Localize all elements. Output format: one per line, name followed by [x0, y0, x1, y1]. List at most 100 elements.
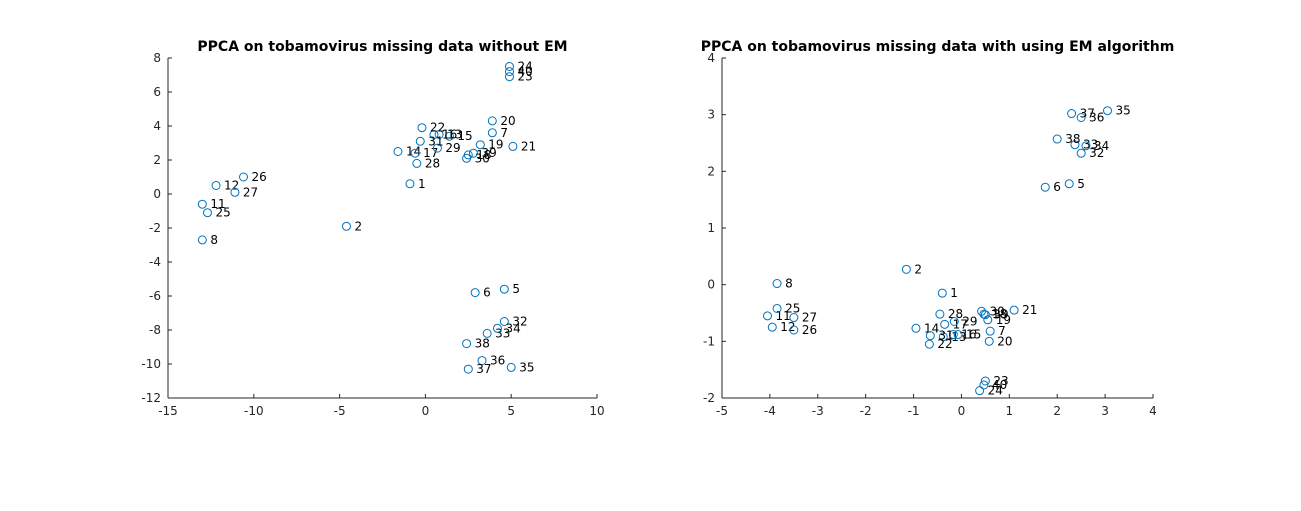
- data-point-21: [1009, 305, 1019, 315]
- point-label-28: 28: [425, 156, 440, 170]
- data-point-37: [1067, 109, 1077, 119]
- data-point-7: [985, 326, 995, 336]
- y-tick-label: 3: [707, 108, 715, 122]
- y-tick-label: 2: [707, 164, 715, 178]
- point-label-37: 37: [476, 362, 491, 376]
- point-label-36: 36: [1089, 111, 1104, 125]
- point-label-5: 5: [1077, 177, 1085, 191]
- point-label-38: 38: [475, 337, 490, 351]
- data-point-11: [762, 311, 772, 321]
- point-label-37: 37: [1080, 107, 1095, 121]
- data-point-34: [492, 323, 502, 333]
- point-label-33: 33: [1083, 138, 1098, 152]
- point-label-1: 1: [418, 177, 426, 191]
- x-tick-label: 5: [507, 404, 515, 418]
- data-point-13: [938, 332, 948, 342]
- point-label-23: 23: [993, 374, 1008, 388]
- data-point-28: [935, 309, 945, 319]
- point-label-5: 5: [512, 282, 520, 296]
- data-point-32: [1076, 148, 1086, 158]
- x-tick-label: -5: [334, 404, 346, 418]
- point-label-6: 6: [1053, 180, 1061, 194]
- data-point-32: [499, 317, 509, 326]
- data-point-7: [487, 128, 497, 138]
- point-label-20: 20: [997, 334, 1012, 348]
- data-point-2: [341, 221, 351, 231]
- data-point-8: [197, 235, 207, 245]
- point-label-32: 32: [1089, 146, 1104, 160]
- x-tick-label: 2: [1053, 404, 1061, 418]
- y-tick-label: 2: [153, 153, 161, 167]
- data-point-13: [434, 130, 444, 139]
- point-label-20: 20: [500, 114, 515, 128]
- data-point-24: [975, 386, 985, 396]
- point-label-39: 39: [993, 308, 1008, 322]
- point-label-38: 38: [1065, 132, 1080, 146]
- data-point-33: [1070, 140, 1080, 150]
- point-label-30: 30: [990, 304, 1005, 318]
- point-label-33: 33: [495, 326, 510, 340]
- data-point-26: [239, 172, 249, 182]
- data-point-34: [1081, 141, 1091, 151]
- point-label-29: 29: [962, 315, 977, 329]
- point-label-23: 23: [517, 70, 532, 84]
- y-tick-label: -12: [141, 391, 161, 405]
- data-point-14: [911, 323, 921, 333]
- data-point-29: [949, 317, 959, 326]
- point-label-2: 2: [354, 219, 362, 233]
- y-tick-label: -6: [149, 289, 161, 303]
- data-point-27: [230, 187, 240, 197]
- point-label-39: 39: [481, 146, 496, 160]
- point-label-22: 22: [937, 337, 952, 351]
- point-label-25: 25: [215, 206, 230, 220]
- y-tick-label: 4: [153, 119, 161, 133]
- x-tick-label: -1: [908, 404, 920, 418]
- x-tick-label: -10: [244, 404, 264, 418]
- y-tick-label: -2: [149, 221, 161, 235]
- x-tick-label: 0: [958, 404, 966, 418]
- y-tick-label: 1: [707, 221, 715, 235]
- data-point-39: [468, 148, 478, 158]
- x-tick-label: -5: [716, 404, 728, 418]
- point-label-11: 11: [210, 197, 225, 211]
- point-label-8: 8: [210, 233, 218, 247]
- data-point-35: [1103, 106, 1113, 116]
- x-tick-label: -2: [860, 404, 872, 418]
- data-point-23: [504, 72, 514, 82]
- data-point-26: [789, 325, 799, 335]
- y-tick-label: -1: [703, 334, 715, 348]
- data-point-31: [415, 136, 425, 146]
- data-point-21: [508, 141, 518, 151]
- point-label-35: 35: [1116, 104, 1131, 118]
- y-tick-label: -10: [141, 357, 161, 371]
- point-label-25: 25: [785, 301, 800, 315]
- point-label-19: 19: [996, 313, 1011, 327]
- x-tick-label: -3: [812, 404, 824, 418]
- data-point-40: [979, 380, 989, 390]
- point-label-14: 14: [406, 145, 421, 159]
- x-tick-label: 3: [1101, 404, 1109, 418]
- data-point-15: [444, 131, 454, 141]
- data-point-19: [475, 140, 485, 150]
- data-point-39: [980, 310, 990, 320]
- point-label-17: 17: [423, 146, 438, 160]
- point-label-18: 18: [476, 148, 491, 162]
- y-tick-label: 0: [707, 278, 715, 292]
- x-tick-label: 0: [422, 404, 430, 418]
- data-point-1: [937, 288, 947, 298]
- data-point-33: [482, 328, 492, 338]
- point-label-7: 7: [998, 324, 1006, 338]
- y-tick-label: 8: [153, 51, 161, 65]
- data-point-37: [463, 364, 473, 374]
- y-tick-label: 6: [153, 85, 161, 99]
- data-point-14: [393, 147, 403, 156]
- y-tick-label: 0: [153, 187, 161, 201]
- data-point-24: [504, 62, 514, 71]
- point-label-28: 28: [948, 307, 963, 321]
- point-label-31: 31: [428, 134, 443, 148]
- point-label-7: 7: [500, 126, 508, 140]
- data-point-20: [984, 336, 994, 346]
- point-label-35: 35: [519, 360, 534, 374]
- point-label-40: 40: [992, 378, 1007, 392]
- point-label-13: 13: [951, 330, 966, 344]
